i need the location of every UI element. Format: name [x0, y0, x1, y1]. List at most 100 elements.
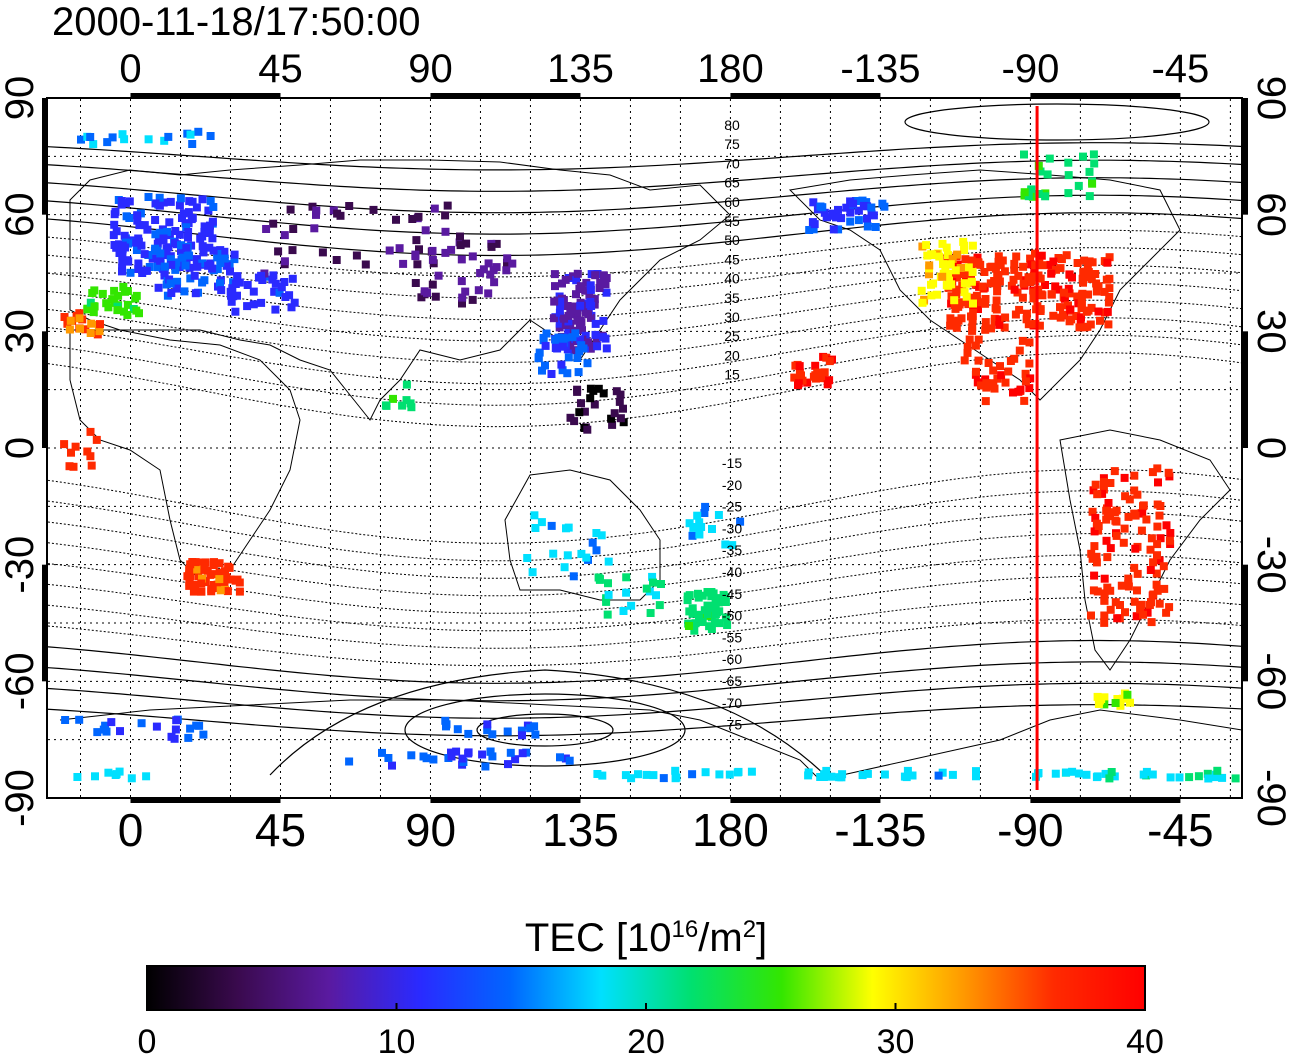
- tec-point: [849, 199, 858, 208]
- tec-point: [575, 408, 584, 417]
- tec-point: [1086, 273, 1095, 282]
- tec-point: [566, 310, 575, 318]
- tec-point: [835, 773, 844, 782]
- tec-point: [83, 447, 92, 456]
- tec-point: [925, 261, 934, 270]
- tec-point: [1088, 507, 1097, 516]
- tec-point: [206, 196, 215, 205]
- tec-point: [1049, 311, 1058, 320]
- tec-point: [1133, 490, 1142, 499]
- mlat-label: -50: [722, 608, 742, 624]
- tec-point: [1139, 502, 1147, 511]
- tec-point: [119, 282, 128, 291]
- tec-point: [1029, 271, 1038, 280]
- tec-point: [262, 225, 271, 233]
- tec-point: [575, 335, 584, 344]
- tec-point: [407, 403, 416, 412]
- tec-point: [187, 215, 196, 224]
- tec-point: [1119, 538, 1128, 547]
- mlat-contour: [47, 264, 1242, 321]
- tec-point: [649, 578, 657, 587]
- tec-point: [961, 255, 970, 264]
- tec-point: [1162, 608, 1171, 617]
- tec-point: [547, 370, 556, 378]
- tec-point: [953, 273, 961, 282]
- tec-point: [163, 227, 172, 236]
- tec-point: [1105, 774, 1114, 783]
- tec-point: [1089, 150, 1098, 159]
- tec-point: [452, 747, 461, 756]
- mlat-label: 35: [724, 290, 740, 306]
- tec-point: [231, 576, 240, 585]
- tec-point: [160, 262, 169, 271]
- tec-point: [592, 529, 601, 537]
- right-latitude-axis: 90 60 30 0 -30 -60 -90: [1249, 76, 1292, 827]
- tec-point: [110, 220, 119, 229]
- lat-tick-label-right: -60: [1249, 652, 1292, 710]
- tec-point: [846, 217, 855, 226]
- frame-bar-left: [42, 564, 48, 682]
- tec-point: [310, 224, 319, 233]
- tec-point: [182, 244, 191, 253]
- tec-point: [586, 285, 595, 294]
- tec-point: [573, 354, 582, 362]
- tec-point: [946, 321, 955, 330]
- tec-point: [576, 301, 585, 310]
- tec-point: [166, 255, 175, 264]
- tec-point: [184, 251, 193, 260]
- tec-point: [1148, 770, 1157, 779]
- tec-point: [969, 299, 977, 308]
- tec-point: [399, 259, 408, 268]
- tec-point: [564, 353, 573, 362]
- tec-point: [621, 771, 630, 780]
- tec-point: [1126, 698, 1134, 707]
- tec-point: [565, 756, 574, 765]
- tec-point: [153, 263, 162, 272]
- tec-point: [599, 271, 608, 280]
- tec-point: [582, 278, 591, 287]
- tec-point: [982, 383, 991, 392]
- tec-point: [1014, 271, 1023, 280]
- tec-point: [1065, 289, 1074, 298]
- tec-point: [1231, 774, 1240, 783]
- tec-point: [977, 381, 985, 390]
- tec-point: [181, 261, 190, 270]
- tec-point: [133, 211, 142, 220]
- tec-point: [688, 604, 697, 613]
- tec-point: [541, 361, 549, 370]
- tec-point: [1147, 534, 1156, 543]
- tec-point: [1152, 569, 1161, 578]
- tec-point: [170, 734, 179, 743]
- tec-point: [226, 575, 235, 584]
- tec-point: [708, 525, 716, 533]
- tec-point: [573, 311, 582, 320]
- tec-point: [488, 730, 497, 739]
- tec-point: [102, 299, 111, 308]
- tec-point: [423, 288, 431, 297]
- lon-tick-label-bottom: -90: [997, 804, 1063, 856]
- lat-tick-label-left: 0: [0, 437, 42, 459]
- tec-point: [87, 461, 96, 470]
- colorbar-tick-label: 30: [877, 1023, 915, 1057]
- tec-point: [1105, 293, 1114, 301]
- tec-point: [115, 249, 124, 257]
- tec-point: [690, 626, 699, 635]
- tec-point: [619, 607, 628, 615]
- tec-point: [564, 326, 573, 335]
- tec-point: [186, 560, 195, 569]
- tec-point: [1082, 770, 1091, 779]
- mlat-label: -75: [722, 717, 742, 733]
- tec-point: [215, 559, 224, 568]
- tec-point: [714, 511, 723, 519]
- tec-point: [854, 216, 863, 225]
- tec-point: [1185, 773, 1194, 782]
- tec-point: [486, 270, 495, 279]
- tec-point: [1076, 318, 1085, 327]
- tec-point: [980, 268, 989, 276]
- tec-point: [627, 774, 636, 783]
- tec-point: [1022, 309, 1031, 318]
- lon-tick-label-top: 135: [547, 47, 614, 91]
- tec-point: [1091, 513, 1100, 522]
- tec-point: [555, 319, 564, 328]
- tec-point: [378, 748, 386, 757]
